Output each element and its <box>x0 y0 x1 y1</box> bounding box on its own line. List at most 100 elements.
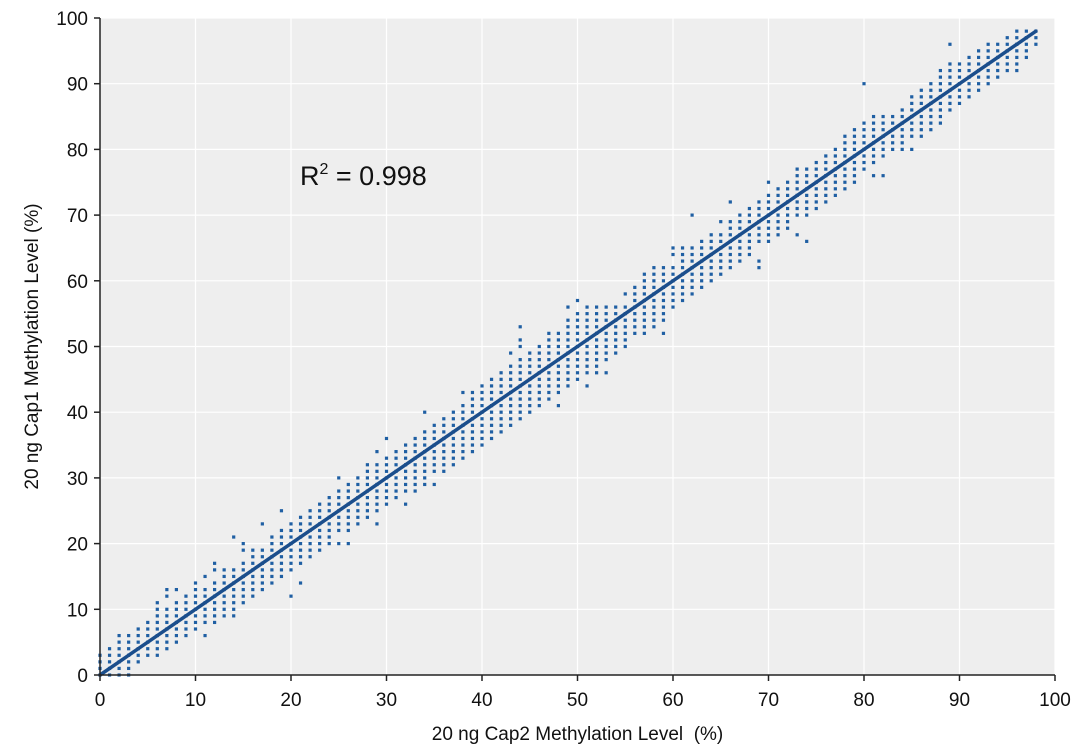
data-point <box>814 200 818 204</box>
data-point <box>805 193 809 197</box>
data-point <box>155 607 159 611</box>
data-point <box>900 114 904 119</box>
data-point <box>585 358 589 362</box>
data-point <box>910 101 914 106</box>
data-point <box>929 82 933 86</box>
data-point <box>337 489 341 493</box>
data-point <box>213 581 217 585</box>
data-point <box>986 42 990 46</box>
data-point <box>661 279 666 283</box>
data-point <box>1015 68 1019 73</box>
x-tick-label: 70 <box>758 690 779 711</box>
data-point <box>776 193 780 197</box>
data-point <box>556 364 560 368</box>
y-tick-label: 10 <box>67 600 88 621</box>
y-tick-label: 80 <box>67 140 88 161</box>
data-point <box>671 272 675 276</box>
data-point <box>766 233 771 237</box>
data-point <box>671 285 675 289</box>
data-point <box>117 633 121 638</box>
data-point <box>279 574 284 579</box>
data-point <box>251 581 255 585</box>
data-point <box>900 141 904 145</box>
data-point <box>604 318 608 322</box>
data-point <box>423 436 427 441</box>
data-point <box>871 128 876 132</box>
data-point <box>671 252 675 257</box>
data-point <box>327 542 331 546</box>
data-point <box>814 167 818 171</box>
data-point <box>604 371 608 375</box>
data-point <box>318 502 322 506</box>
data-point <box>709 279 713 283</box>
y-tick-label: 40 <box>67 403 88 424</box>
data-point <box>470 410 475 414</box>
data-point <box>127 633 131 638</box>
data-point <box>480 436 484 441</box>
data-point <box>509 397 513 401</box>
data-point <box>1024 29 1028 33</box>
data-point <box>575 325 580 329</box>
data-point <box>919 88 923 92</box>
data-point <box>222 568 226 572</box>
data-point <box>232 594 236 598</box>
data-point <box>652 266 656 270</box>
data-point <box>260 574 264 579</box>
data-point <box>375 476 379 480</box>
data-point <box>996 68 1000 73</box>
data-point <box>480 417 484 421</box>
data-point <box>690 285 694 289</box>
data-point <box>251 587 255 592</box>
data-point <box>184 601 188 605</box>
data-point <box>996 42 1000 46</box>
data-point <box>174 587 178 592</box>
data-point <box>528 390 532 395</box>
data-point <box>518 364 522 368</box>
data-point <box>623 338 627 342</box>
data-point <box>585 318 589 322</box>
data-point <box>747 233 751 237</box>
data-point <box>547 371 551 375</box>
data-point <box>900 128 904 132</box>
data-point <box>566 305 570 309</box>
data-point <box>977 82 981 86</box>
data-point <box>633 312 637 316</box>
data-point <box>499 377 503 381</box>
data-point <box>805 213 809 217</box>
data-point <box>948 95 952 99</box>
y-axis-title: 20 ng Cap1 Methylation Level (%) <box>22 203 43 489</box>
data-point <box>184 607 188 611</box>
data-point <box>652 298 656 303</box>
data-point <box>213 620 217 625</box>
data-point <box>155 620 159 625</box>
data-point <box>986 75 990 79</box>
data-point <box>585 312 589 316</box>
data-point <box>919 101 923 106</box>
data-point <box>680 259 685 263</box>
data-point <box>518 404 522 408</box>
data-point <box>566 358 570 362</box>
data-point <box>337 528 341 533</box>
data-point <box>1034 42 1038 46</box>
data-point <box>489 417 494 421</box>
data-point <box>709 272 713 276</box>
data-point <box>203 587 207 592</box>
data-point <box>881 174 885 178</box>
data-point <box>680 266 685 270</box>
data-point <box>346 482 350 487</box>
data-point <box>1015 55 1019 60</box>
data-point <box>881 147 885 151</box>
data-point <box>146 627 150 631</box>
data-point <box>413 489 417 493</box>
data-point <box>537 377 541 381</box>
data-point <box>604 331 608 335</box>
data-point <box>604 351 608 355</box>
data-point <box>461 404 465 408</box>
data-point <box>107 653 112 657</box>
data-point <box>919 134 923 138</box>
data-point <box>595 305 599 309</box>
data-point <box>451 463 455 467</box>
x-tick-label: 60 <box>662 690 683 711</box>
data-point <box>957 88 962 92</box>
data-point <box>308 515 312 519</box>
